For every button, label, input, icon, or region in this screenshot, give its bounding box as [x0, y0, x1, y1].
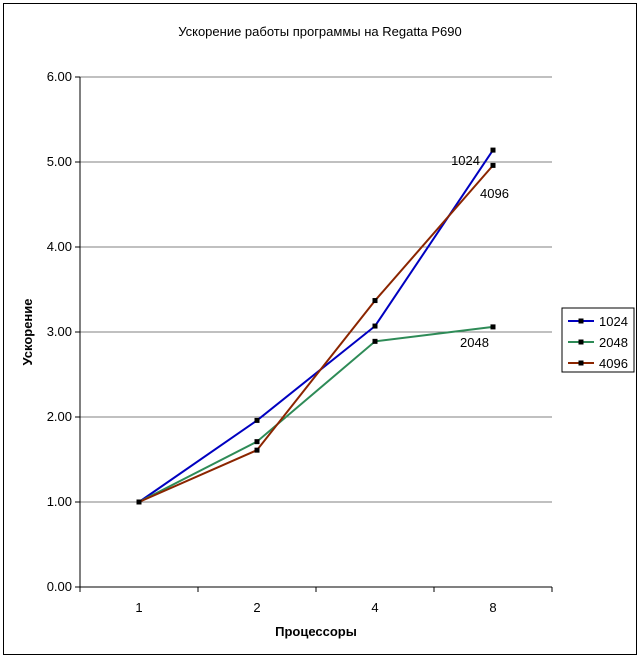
y-axis-label: Ускорение — [20, 298, 35, 365]
data-point-2048 — [490, 324, 496, 330]
x-tick-label: 2 — [253, 600, 260, 615]
annotation-1024: 1024 — [451, 153, 480, 168]
legend-label-4096: 4096 — [599, 356, 628, 371]
data-point-2048 — [254, 439, 260, 445]
annotation-4096: 4096 — [480, 186, 509, 201]
x-axis-label: Процессоры — [275, 624, 357, 639]
data-point-2048 — [372, 338, 378, 344]
data-point-1024 — [490, 147, 496, 153]
legend-marker-4096 — [578, 360, 584, 366]
legend-label-1024: 1024 — [599, 314, 628, 329]
y-tick-label: 6.00 — [47, 69, 72, 84]
x-tick-label: 4 — [371, 600, 378, 615]
chart-frame — [3, 3, 637, 655]
chart-title: Ускорение работы программы на Regatta P6… — [178, 24, 462, 39]
annotation-2048: 2048 — [460, 335, 489, 350]
axes — [75, 76, 553, 592]
data-point-1024 — [372, 323, 378, 329]
data-point-4096 — [372, 298, 378, 304]
y-tick-label: 3.00 — [47, 324, 72, 339]
data-point-1024 — [254, 417, 260, 423]
y-tick-labels: 0.00 1.00 2.00 3.00 4.00 5.00 6.00 — [47, 69, 72, 594]
y-tick-label: 1.00 — [47, 494, 72, 509]
legend-label-2048: 2048 — [599, 335, 628, 350]
y-tick-label: 2.00 — [47, 409, 72, 424]
y-tick-label: 4.00 — [47, 239, 72, 254]
series-line-2048 — [138, 325, 494, 503]
data-point-4096 — [136, 499, 142, 505]
x-tick-labels: 1 2 4 8 — [135, 600, 496, 615]
series-lines — [136, 147, 496, 505]
y-tick-label: 5.00 — [47, 154, 72, 169]
legend: 1024 2048 4096 — [568, 314, 628, 371]
data-point-4096 — [490, 162, 496, 168]
series-line-1024 — [138, 149, 494, 503]
data-point-4096 — [254, 447, 260, 453]
legend-marker-2048 — [578, 339, 584, 345]
series-line-4096 — [138, 164, 494, 503]
y-tick-label: 0.00 — [47, 579, 72, 594]
legend-box — [561, 307, 635, 373]
x-tick-label: 1 — [135, 600, 142, 615]
x-tick-label: 8 — [489, 600, 496, 615]
legend-marker-1024 — [578, 318, 584, 324]
gridlines — [80, 76, 552, 503]
